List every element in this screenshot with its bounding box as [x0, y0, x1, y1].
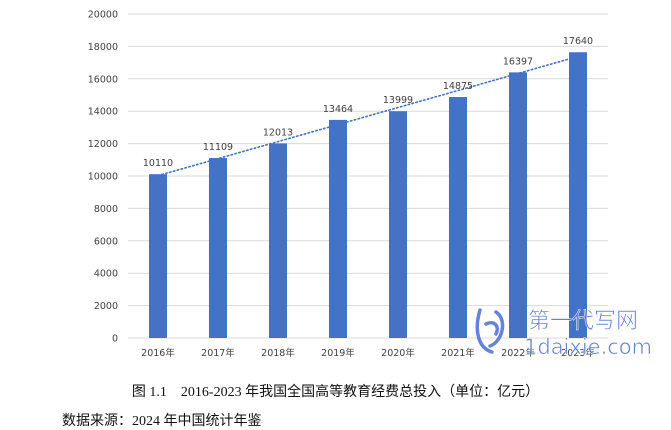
y-tick-label: 14000 — [88, 107, 118, 118]
y-tick-label: 20000 — [88, 10, 118, 21]
data-label: 17640 — [563, 36, 593, 47]
watermark-text-1: 第一代写网 — [528, 309, 638, 334]
bar — [389, 111, 407, 338]
trendline — [157, 55, 579, 177]
bar — [509, 72, 527, 339]
x-tick-label: 2017年 — [201, 347, 235, 359]
data-label: 12013 — [263, 127, 293, 138]
x-tick-label: 2019年 — [321, 347, 355, 359]
data-label: 13999 — [383, 95, 413, 106]
x-tick-label: 2020年 — [381, 347, 415, 359]
bar — [149, 174, 167, 338]
y-tick-label: 10000 — [88, 172, 118, 183]
data-source-note: 数据来源：2024 年中国统计年鉴 — [62, 414, 262, 429]
trendline-path — [157, 55, 579, 177]
y-tick-label: 16000 — [88, 74, 118, 85]
y-tick-label: 8000 — [94, 204, 118, 215]
y-tick-label: 6000 — [94, 236, 118, 247]
y-tick-label: 4000 — [94, 269, 118, 280]
y-tick-label: 12000 — [88, 139, 118, 150]
watermark-text-2: 1daixie.com — [524, 335, 652, 359]
y-tick-label: 18000 — [88, 42, 118, 53]
data-label: 10110 — [143, 158, 173, 169]
data-label: 14875 — [443, 81, 473, 92]
data-label: 13464 — [323, 104, 353, 115]
x-tick-label: 2022年 — [501, 347, 535, 359]
bar — [449, 97, 467, 339]
x-tick-label: 2016年 — [141, 347, 175, 359]
y-tick-label: 2000 — [94, 301, 118, 312]
x-tick-label: 2018年 — [261, 347, 295, 359]
data-labels: 10110 11109 12013 13464 13999 14875 16397 17640 — [143, 36, 593, 169]
data-label: 11109 — [203, 142, 233, 153]
x-tick-label: 2023年 — [561, 347, 595, 359]
bar — [329, 119, 347, 338]
x-axis-ticks: 2016年 2017年 2018年 2019年 2020年 2021年 2022年 2023年 — [141, 347, 595, 359]
y-axis-ticks: 0 2000 4000 6000 8000 10000 12000 14000 16000 180… — [88, 10, 118, 345]
gridlines — [128, 13, 608, 339]
bar — [269, 143, 287, 338]
bar — [569, 52, 587, 339]
x-tick-label: 2021年 — [441, 347, 475, 359]
bar — [209, 158, 227, 338]
watermark-logo: 第一代写网 1daixie.com — [472, 302, 667, 360]
figure-caption: 图 1.1 2016-2023 年我国全国高等教育经费总投入（单位：亿元） — [131, 385, 540, 400]
bar-chart: 0 2000 4000 6000 8000 10000 12000 14000 16000 180… — [88, 10, 608, 359]
y-tick-label: 0 — [112, 334, 118, 345]
bars — [149, 52, 587, 339]
data-label: 16397 — [503, 56, 533, 67]
